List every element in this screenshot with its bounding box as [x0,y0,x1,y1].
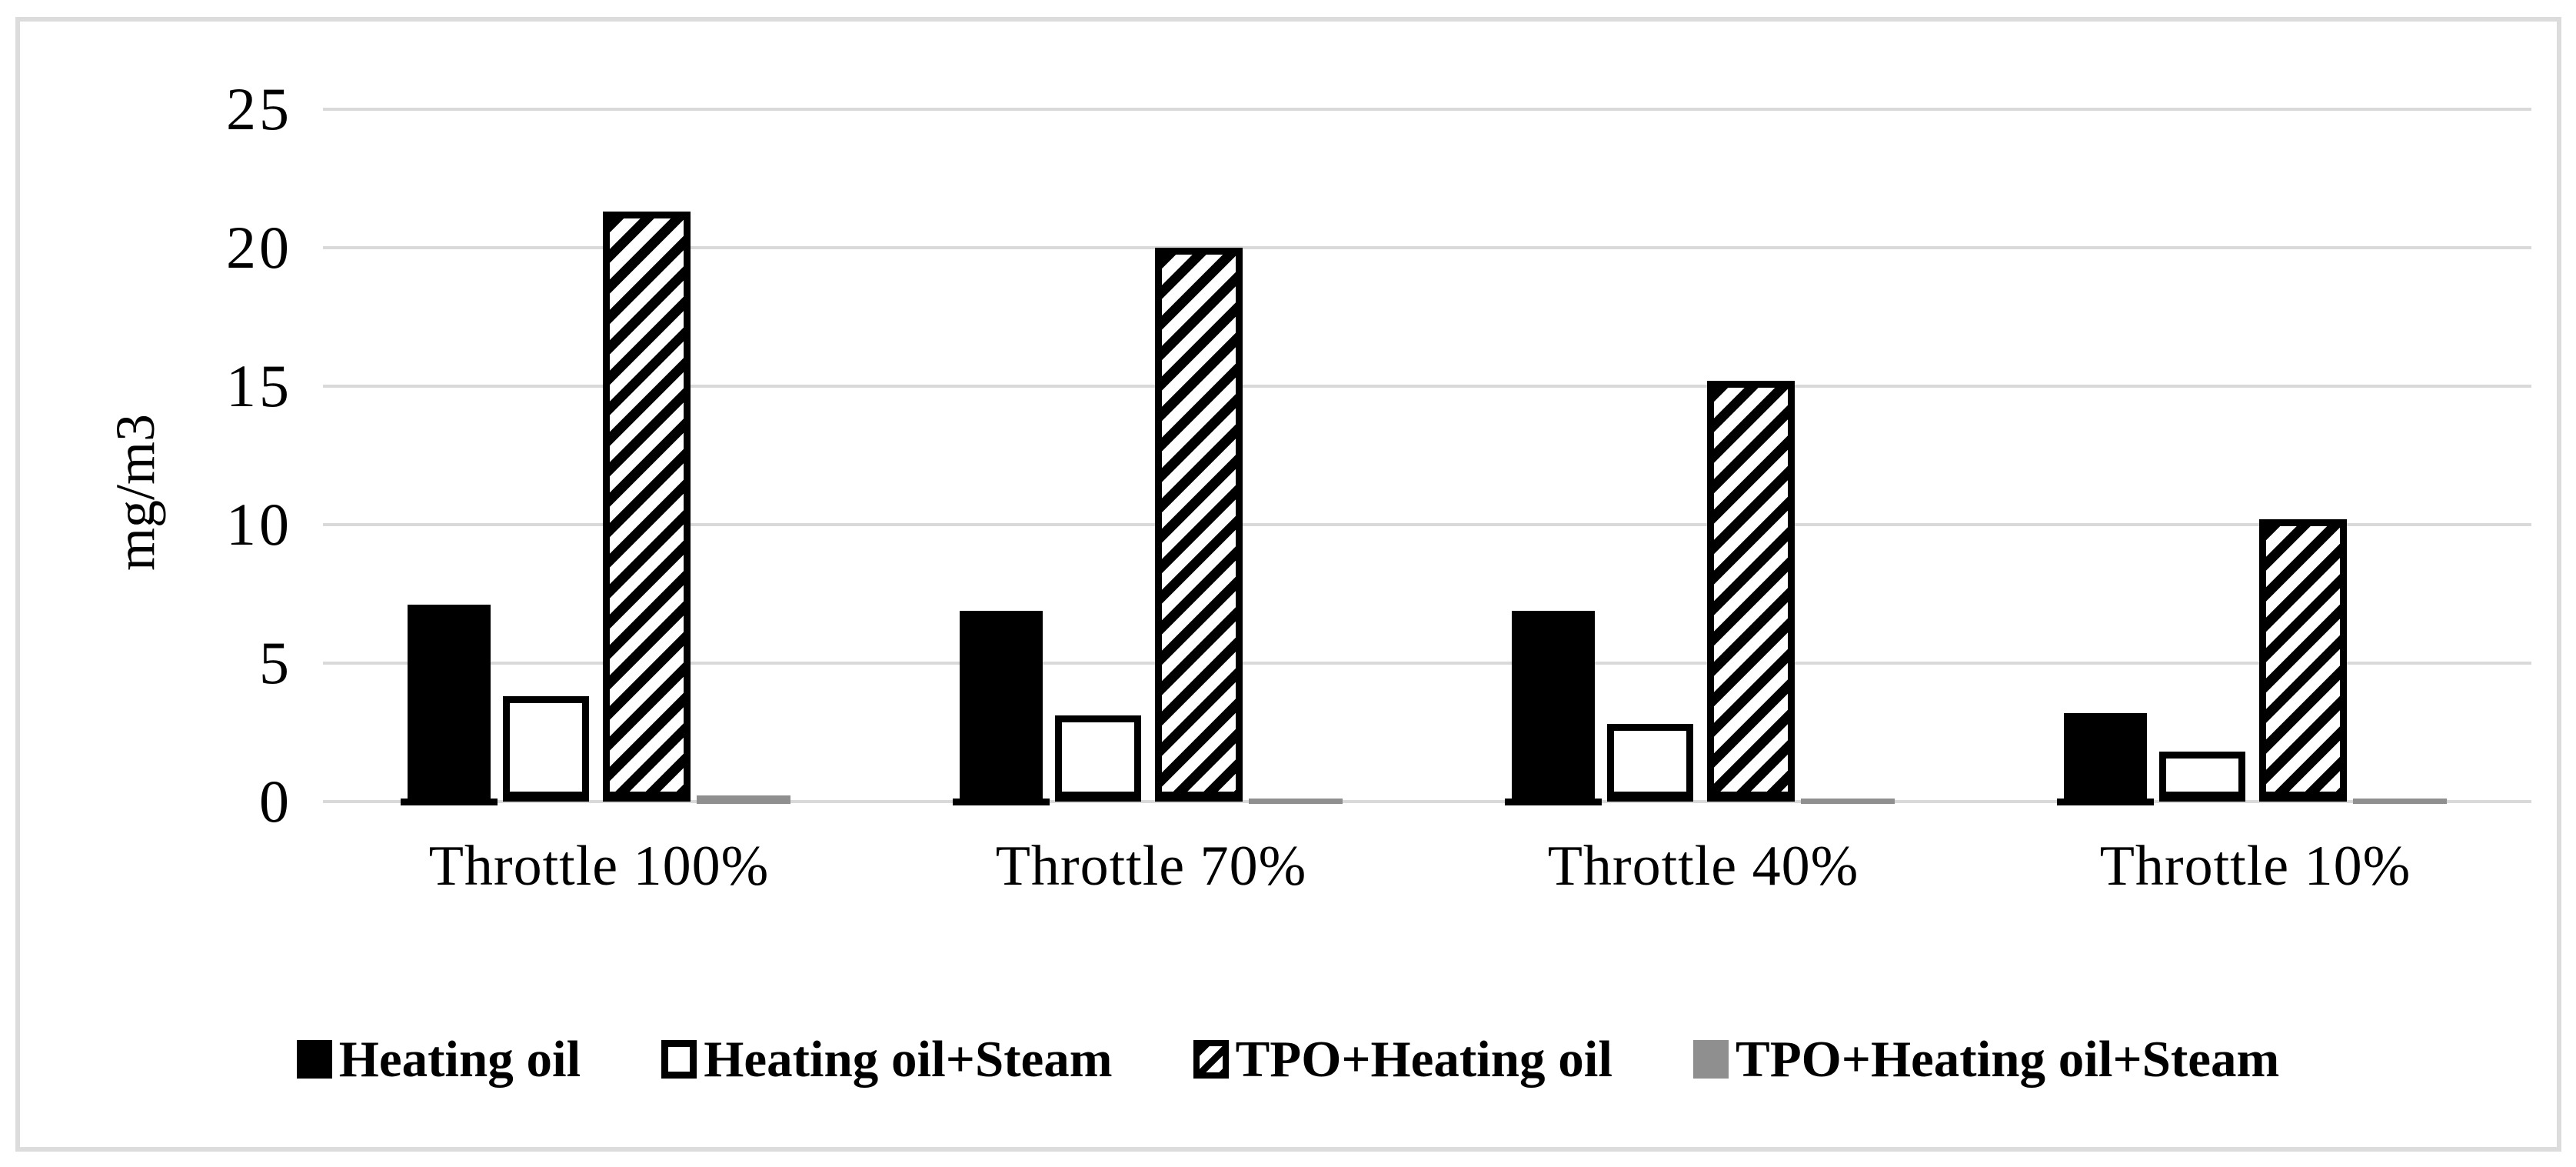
legend-item-tpo-heating-oil: TPO+Heating oil [1193,1029,1612,1090]
legend-label: TPO+Heating oil+Steam [1736,1031,2280,1088]
y-tick-label-5: 5 [259,629,292,696]
legend-label: Heating oil+Steam [704,1031,1113,1088]
bar-heating-oil-steam-4 [2159,752,2245,802]
bar-tpo-heating-oil-steam-1 [697,795,790,804]
bar-tpo-heating-oil-steam-3 [1801,799,1895,804]
legend: Heating oil Heating oil+Steam TPO+Heating … [0,1025,2576,1094]
bar-group-throttle-40- [1427,109,1979,805]
x-axis-category-labels: Throttle 100% Throttle 70% Throttle 40% Thr… [323,835,2531,897]
bar-group-throttle-10- [1979,109,2531,805]
bar-heating-oil-2 [953,611,1050,805]
legend-swatch-solid-black [296,1040,332,1079]
legend-item-tpo-heating-oil-steam: TPO+Heating oil+Steam [1693,1029,2279,1090]
plot-area: 0 5 10 15 20 25 [226,77,2531,834]
bar-heating-oil-steam-3 [1607,724,1693,802]
y-tick-label-25: 25 [226,75,292,142]
gridline-y-20 [323,246,2531,249]
legend-item-heating-oil: Heating oil [296,1029,581,1090]
bar-heating-oil-steam-2 [1055,715,1141,802]
legend-swatch-solid-gray [1693,1040,1729,1079]
gridline-y-5 [323,662,2531,665]
category-label-throttle-70-: Throttle 70% [995,835,1307,898]
bar-tpo-heating-oil-1 [603,212,691,802]
bar-heating-oil-steam-1 [503,696,589,802]
bars-layer [323,109,2531,805]
bar-tpo-heating-oil-3 [1707,381,1795,802]
gridline-y-15 [323,385,2531,388]
bar-group-throttle-100- [323,109,875,805]
bar-tpo-heating-oil-2 [1155,248,1243,802]
category-label-throttle-10-: Throttle 10% [2099,835,2411,898]
y-tick-label-15: 15 [226,352,292,419]
y-tick-label-0: 0 [259,768,292,835]
bar-heating-oil-4 [2057,713,2154,805]
gridline-y-25 [323,108,2531,111]
legend-label: Heating oil [338,1031,581,1088]
legend-swatch-diagonal-hatch [1193,1040,1229,1079]
bar-heating-oil-1 [401,605,498,805]
legend-label: TPO+Heating oil [1235,1031,1613,1088]
bar-heating-oil-3 [1505,611,1602,805]
bar-tpo-heating-oil-steam-2 [1249,799,1343,804]
y-tick-label-20: 20 [226,214,292,281]
y-tick-label-10: 10 [226,491,292,558]
bar-tpo-heating-oil-steam-4 [2353,799,2447,804]
gridline-y-10 [323,523,2531,526]
bar-group-throttle-70- [875,109,1427,805]
legend-item-heating-oil-steam: Heating oil+Steam [661,1029,1113,1090]
legend-swatch-white-outline [661,1040,697,1079]
bar-tpo-heating-oil-4 [2259,519,2347,802]
category-label-throttle-40-: Throttle 40% [1547,835,1859,898]
category-label-throttle-100-: Throttle 100% [428,835,770,898]
gridline-y-0 [323,800,2531,803]
